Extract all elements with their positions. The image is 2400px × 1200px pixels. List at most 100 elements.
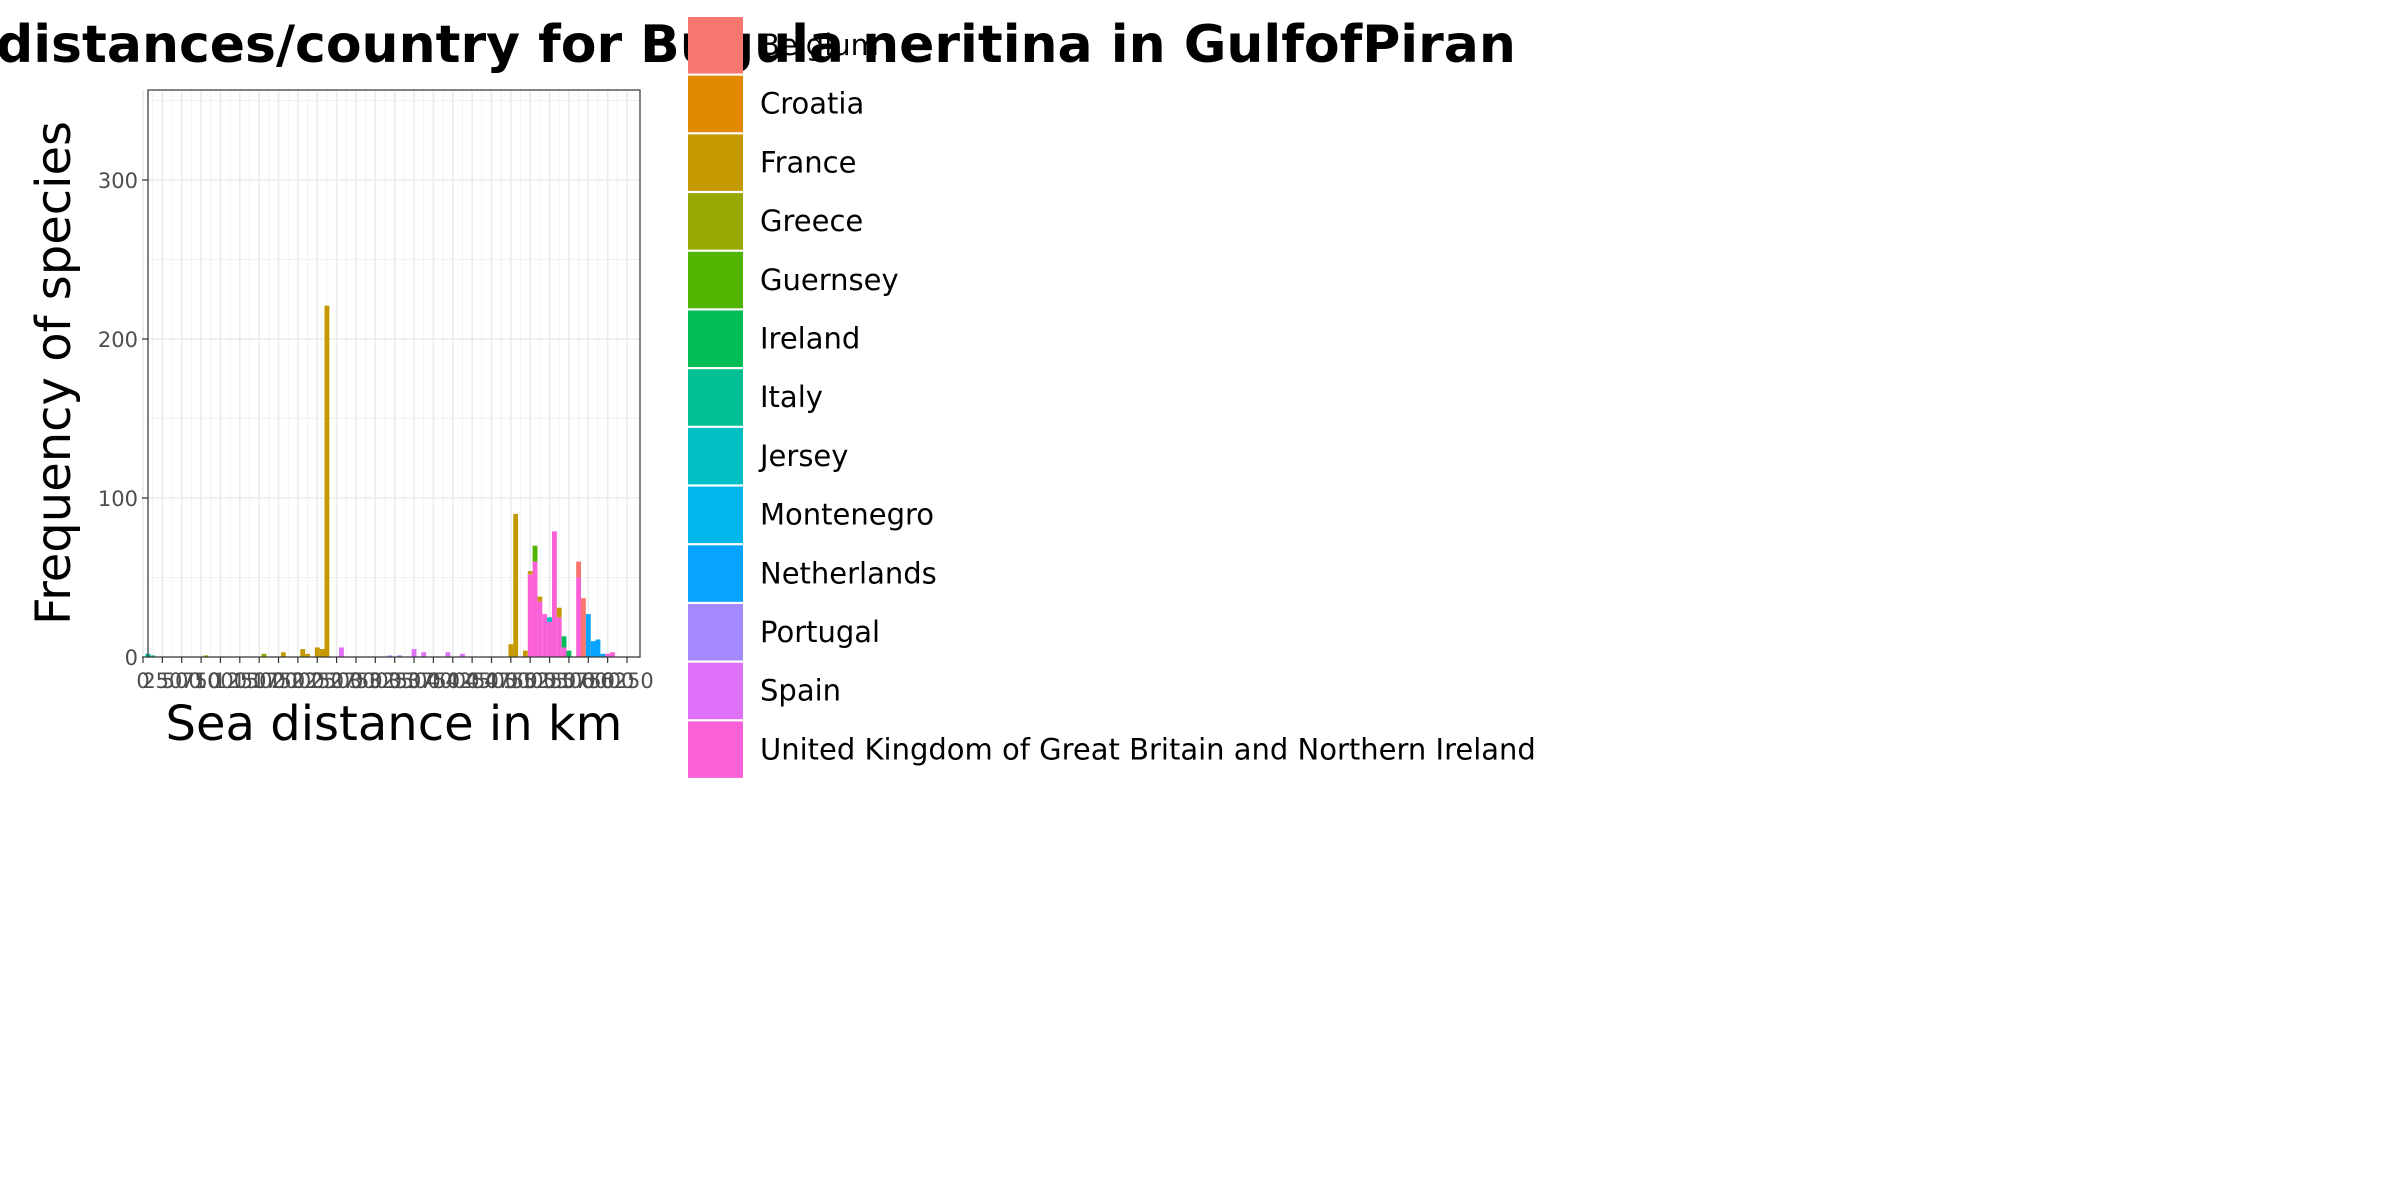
bar-segment (532, 561, 538, 657)
bar-segment (600, 653, 606, 657)
bar-segment (527, 571, 533, 575)
legend-key (688, 604, 743, 661)
bar-segment (610, 652, 615, 657)
legend-label: Montenegro (760, 498, 934, 532)
x-tick-label: 5250 (523, 669, 576, 693)
x-tick-label: 750 (181, 669, 221, 693)
chart-title: distances/country for Bugula neritina in… (0, 15, 1516, 75)
x-tick-label: 4000 (426, 669, 479, 693)
bar-segment (561, 647, 567, 657)
bar-segment (581, 598, 586, 657)
legend-label: Croatia (760, 87, 864, 121)
bar-segment (445, 652, 451, 657)
x-tick-label: 2500 (310, 669, 363, 693)
y-tick-label: 100 (98, 487, 138, 511)
x-tick-label: 3750 (407, 669, 460, 693)
legend-label: Guernsey (760, 263, 899, 297)
bar-segment (460, 653, 465, 657)
x-tick-label: 3500 (387, 669, 440, 693)
bar-segment (300, 649, 306, 657)
x-tick-label: 2750 (329, 669, 382, 693)
legend-label: France (760, 145, 856, 179)
bar-segment (595, 639, 601, 657)
bar-segment (605, 653, 611, 657)
bar-segment (576, 561, 582, 578)
x-tick-label: 5750 (562, 669, 615, 693)
bar-segment (561, 636, 567, 648)
legend-label: Ireland (760, 322, 860, 356)
legend-label: United Kingdom of Great Britain and Nort… (760, 732, 1536, 766)
bar-segment (532, 545, 538, 562)
legend-label: Greece (760, 204, 863, 238)
bar-segment (319, 649, 325, 657)
legend-label: Portugal (760, 615, 880, 649)
x-tick-label: 1500 (232, 669, 285, 693)
y-axis-title: Frequency of species (26, 121, 82, 625)
legend-label: Italy (760, 380, 823, 414)
x-tick-label: 0 (136, 669, 149, 693)
bar-segment (421, 652, 427, 657)
bar-segment (280, 652, 286, 657)
bar-segment (542, 614, 548, 657)
x-tick-label: 500 (162, 669, 202, 693)
bar-segment (547, 617, 552, 623)
bar-segment (508, 644, 514, 657)
plot-panel (142, 89, 641, 658)
x-axis: 0250500750100012501500175020002250250027… (136, 657, 654, 693)
legend-key (688, 486, 743, 544)
legend-key (688, 662, 743, 720)
x-tick-label: 4750 (484, 669, 537, 693)
legend-label: Netherlands (760, 556, 937, 590)
x-tick-label: 2250 (291, 669, 344, 693)
x-tick-label: 250 (142, 669, 182, 693)
bar-segment (203, 655, 209, 657)
bar-segment (150, 655, 156, 657)
legend-key (688, 193, 743, 250)
bar-segment (261, 653, 267, 657)
legend-label: Spain (760, 674, 841, 708)
bar-segment (576, 577, 582, 657)
x-tick-label: 3000 (349, 669, 402, 693)
x-tick-label: 1750 (252, 669, 305, 693)
bar-segment (590, 641, 596, 657)
x-tick-label: 5500 (542, 669, 595, 693)
x-tick-label: 2000 (271, 669, 324, 693)
bar-segment (522, 650, 528, 657)
legend-key (688, 251, 743, 309)
bar-segment (305, 653, 310, 657)
bar-segment (387, 655, 393, 657)
panel-border (147, 89, 641, 658)
legend-key (688, 721, 743, 778)
x-tick-label: 4250 (445, 669, 498, 693)
histogram-chart: distances/country for Bugula neritina in… (0, 15, 1536, 778)
bars-layer (145, 305, 615, 657)
major-gridlines (142, 90, 640, 658)
y-tick-label: 300 (98, 169, 138, 193)
bar-segment (566, 650, 572, 657)
y-tick-label: 200 (98, 328, 138, 352)
bar-segment (339, 647, 344, 657)
legend-key (688, 427, 743, 485)
y-axis: 0 100 200 300 (98, 169, 148, 670)
legend-key (688, 17, 743, 74)
bar-segment (513, 513, 519, 657)
x-tick-label: 1000 (194, 669, 247, 693)
x-axis-title: Sea distance in km (166, 696, 623, 752)
x-tick-label: 6000 (581, 669, 634, 693)
bar-segment (547, 622, 552, 657)
legend-key (688, 75, 743, 133)
y-tick-label: 0 (125, 646, 138, 670)
bar-segment (527, 574, 533, 657)
legend: Belgium Croatia France Greece Guernsey Irelan… (688, 17, 1536, 778)
legend-label: Belgium (760, 28, 879, 62)
bar-segment (324, 305, 330, 657)
bar-segment (556, 607, 562, 618)
bar-segment (556, 617, 562, 657)
bar-segment (537, 596, 543, 602)
legend-label: Jersey (758, 439, 848, 473)
legend-key (688, 310, 743, 367)
legend-key (688, 545, 743, 602)
x-tick-label: 3250 (368, 669, 421, 693)
bar-segment (411, 649, 417, 657)
legend-key (688, 369, 743, 426)
